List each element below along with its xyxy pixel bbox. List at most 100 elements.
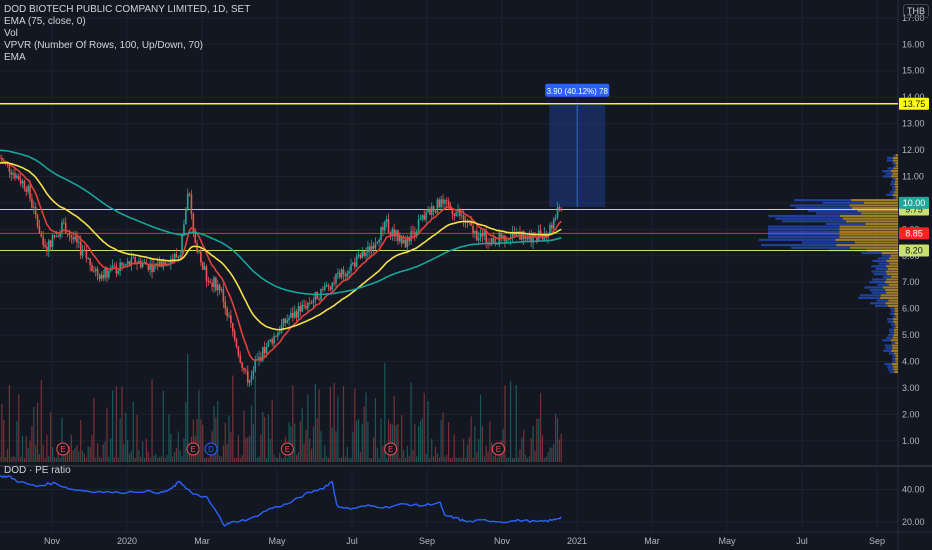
volume-bar bbox=[8, 385, 10, 462]
volume-bar bbox=[341, 457, 343, 462]
candle-body bbox=[209, 281, 212, 283]
pe-ratio-legend[interactable]: DOD · PE ratio bbox=[4, 465, 71, 476]
volume-bar bbox=[5, 456, 7, 462]
ema-legend[interactable]: EMA (75, close, 0) bbox=[4, 16, 86, 27]
volume-bar bbox=[128, 453, 131, 462]
volume-bar bbox=[215, 417, 217, 462]
vpvr-row-up bbox=[891, 180, 895, 183]
event-marker-e bbox=[491, 442, 505, 456]
vpvr-row-up bbox=[892, 315, 896, 318]
candle-body bbox=[410, 231, 412, 242]
candle-body bbox=[104, 267, 106, 279]
candle-body bbox=[96, 269, 99, 275]
candle-body bbox=[42, 236, 44, 245]
volume-bar bbox=[295, 454, 298, 462]
volume-bar bbox=[382, 445, 384, 462]
candle-body bbox=[68, 233, 71, 236]
volume-bar bbox=[470, 416, 472, 462]
volume-bar bbox=[136, 414, 138, 462]
vpvr-row-down bbox=[854, 241, 898, 244]
y-tick-label: 3.00 bbox=[902, 383, 920, 393]
volume-bar bbox=[173, 451, 176, 462]
candle-body bbox=[500, 232, 502, 239]
candle-body bbox=[63, 222, 65, 224]
candle-body bbox=[215, 277, 217, 291]
volume-bar bbox=[230, 432, 232, 462]
vpvr-row-down bbox=[865, 222, 898, 226]
volume-bar bbox=[301, 407, 303, 462]
volume-bar bbox=[271, 399, 273, 462]
candle-body bbox=[385, 219, 388, 222]
volume-bar bbox=[354, 388, 356, 462]
vpvr-row-up bbox=[892, 357, 896, 360]
volume-bar bbox=[404, 457, 407, 462]
volume-bar bbox=[395, 425, 397, 462]
candle-body bbox=[284, 318, 287, 323]
candle-body bbox=[325, 285, 328, 286]
volume-bar bbox=[352, 431, 354, 462]
candle-body bbox=[292, 312, 294, 318]
volume-bar bbox=[547, 452, 549, 462]
volume-bar bbox=[472, 457, 474, 462]
volume-bar bbox=[431, 438, 433, 462]
volume-bar bbox=[322, 457, 324, 462]
candle-body bbox=[119, 262, 121, 272]
candle-body bbox=[444, 200, 446, 204]
candle-body bbox=[23, 181, 26, 189]
currency-badge[interactable]: THB bbox=[903, 4, 929, 18]
volume-bar bbox=[228, 415, 230, 462]
volume-bar bbox=[250, 404, 253, 462]
vpvr-row-down bbox=[891, 349, 898, 352]
volume-bar bbox=[127, 439, 129, 462]
candle-body bbox=[220, 289, 223, 291]
candle-body bbox=[299, 306, 302, 312]
vpvr-row-down bbox=[894, 323, 898, 326]
volume-bar bbox=[466, 444, 468, 462]
vol-legend[interactable]: Vol bbox=[4, 28, 18, 39]
candle-body bbox=[231, 322, 234, 332]
volume-bar bbox=[207, 457, 209, 462]
vpvr-row-down bbox=[839, 214, 898, 218]
y-tick-label: 11.00 bbox=[902, 171, 924, 181]
volume-bar bbox=[61, 417, 63, 462]
candle-body bbox=[344, 274, 347, 277]
candle-body bbox=[329, 287, 332, 290]
volume-bars bbox=[0, 353, 562, 462]
vpvr-row-up bbox=[871, 265, 886, 268]
volume-bar bbox=[81, 450, 84, 462]
volume-bar bbox=[188, 453, 191, 462]
candle-body bbox=[106, 267, 108, 278]
candle-body bbox=[218, 284, 221, 291]
volume-bar bbox=[104, 441, 106, 462]
volume-bar bbox=[40, 380, 42, 462]
x-tick-label: May bbox=[268, 536, 286, 546]
candle-body bbox=[201, 262, 204, 270]
candle-body bbox=[190, 194, 193, 214]
candle-body bbox=[342, 269, 345, 275]
vpvr-legend[interactable]: VPVR (Number Of Rows, 100, Up/Down, 70) bbox=[4, 40, 203, 51]
candle-body bbox=[305, 306, 307, 309]
volume-bar bbox=[42, 444, 44, 462]
vpvr-row-down bbox=[845, 220, 898, 223]
volume-bar bbox=[359, 451, 362, 462]
candle-body bbox=[337, 272, 339, 274]
candle-body bbox=[153, 264, 155, 273]
volume-bar bbox=[38, 454, 41, 462]
volume-bar bbox=[504, 385, 506, 462]
vpvr-row-up bbox=[889, 191, 895, 194]
chart-legend: DOD BIOTECH PUBLIC COMPANY LIMITED, 1D, … bbox=[4, 4, 250, 64]
volume-bar bbox=[487, 451, 489, 462]
ema2-legend[interactable]: EMA bbox=[4, 52, 26, 63]
volume-bar bbox=[367, 421, 369, 462]
candle-body bbox=[171, 258, 174, 260]
volume-bar bbox=[6, 448, 9, 462]
candle-body bbox=[425, 212, 427, 220]
candle-body bbox=[160, 261, 163, 267]
candle-body bbox=[243, 368, 245, 371]
symbol-title[interactable]: DOD BIOTECH PUBLIC COMPANY LIMITED, 1D, … bbox=[4, 4, 251, 15]
volume-bar bbox=[179, 450, 181, 462]
volume-bar bbox=[177, 431, 179, 462]
candle-body bbox=[181, 234, 183, 255]
vpvr-row-up bbox=[858, 296, 881, 300]
